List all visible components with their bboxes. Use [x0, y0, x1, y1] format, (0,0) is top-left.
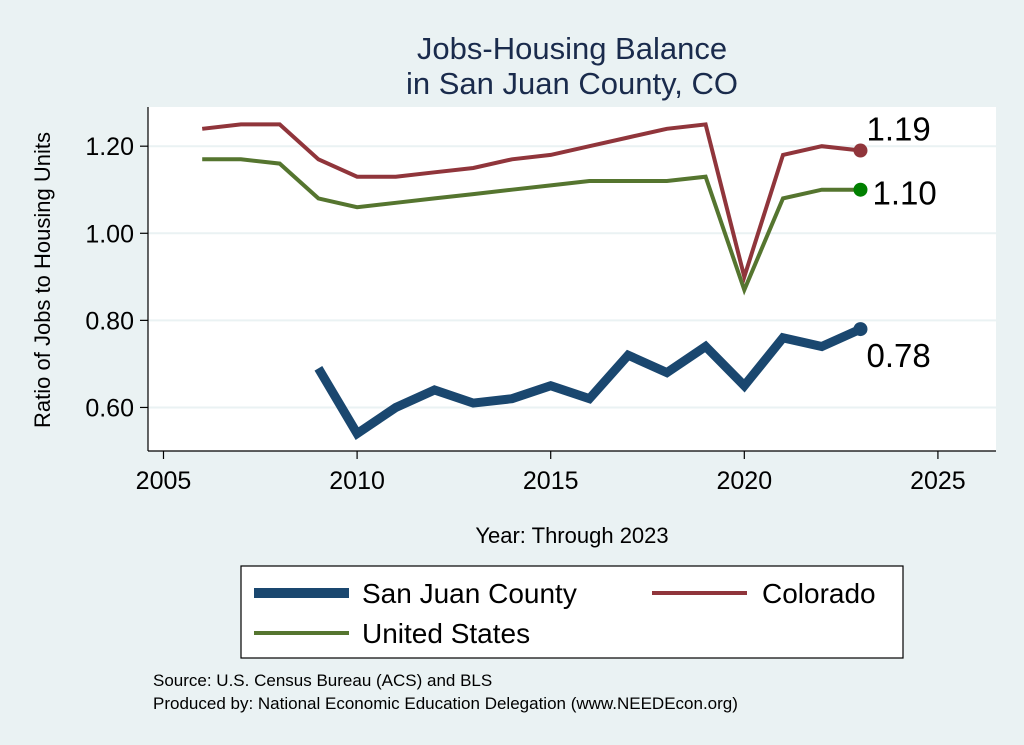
- x-tick-label: 2010: [329, 467, 385, 495]
- y-axis-label: Ratio of Jobs to Housing Units: [30, 132, 55, 428]
- chart-title-line2: in San Juan County, CO: [406, 66, 738, 101]
- x-tick-label: 2025: [910, 467, 966, 495]
- source-note: Source: U.S. Census Bureau (ACS) and BLS: [153, 671, 492, 690]
- end-marker-united-states: [853, 182, 868, 197]
- y-tick-label: 0.60: [85, 394, 134, 422]
- legend-label-san-juan: San Juan County: [362, 578, 577, 609]
- y-tick-label: 0.80: [85, 307, 134, 335]
- y-tick-label: 1.20: [85, 133, 134, 161]
- gridlines: [148, 145, 996, 409]
- plot-area: [148, 107, 996, 451]
- x-axis-label: Year: Through 2023: [475, 523, 668, 548]
- series-layer: 1.10 1.19 0.78: [201, 111, 937, 440]
- series-line-san-juan-county: [314, 324, 863, 440]
- producer-note: Produced by: National Economic Education…: [153, 694, 738, 713]
- chart-title-line1: Jobs-Housing Balance: [417, 31, 727, 66]
- x-tick-label: 2020: [716, 467, 772, 495]
- x-tick-label: 2015: [523, 467, 579, 495]
- x-tick-label: 2005: [136, 467, 192, 495]
- y-tick-label: 1.00: [85, 220, 134, 248]
- series-line-united-states: [202, 157, 861, 296]
- legend-label-colorado: Colorado: [762, 578, 876, 609]
- legend-box: [240, 565, 904, 659]
- end-label-colorado: 1.19: [866, 111, 930, 148]
- end-marker-san-juan-county: [853, 322, 868, 337]
- axis-ticks: 0.60 0.80 1.00 1.20 2005 2010 2015 2020 2025: [85, 133, 965, 495]
- end-label-united-states: 1.10: [872, 175, 936, 212]
- series-line-colorado: [201, 122, 861, 285]
- end-label-san-juan-county: 0.78: [866, 337, 930, 374]
- end-marker-colorado: [853, 143, 868, 158]
- legend-label-united-states: United States: [362, 618, 530, 649]
- legend: San Juan County Colorado United States: [240, 565, 904, 659]
